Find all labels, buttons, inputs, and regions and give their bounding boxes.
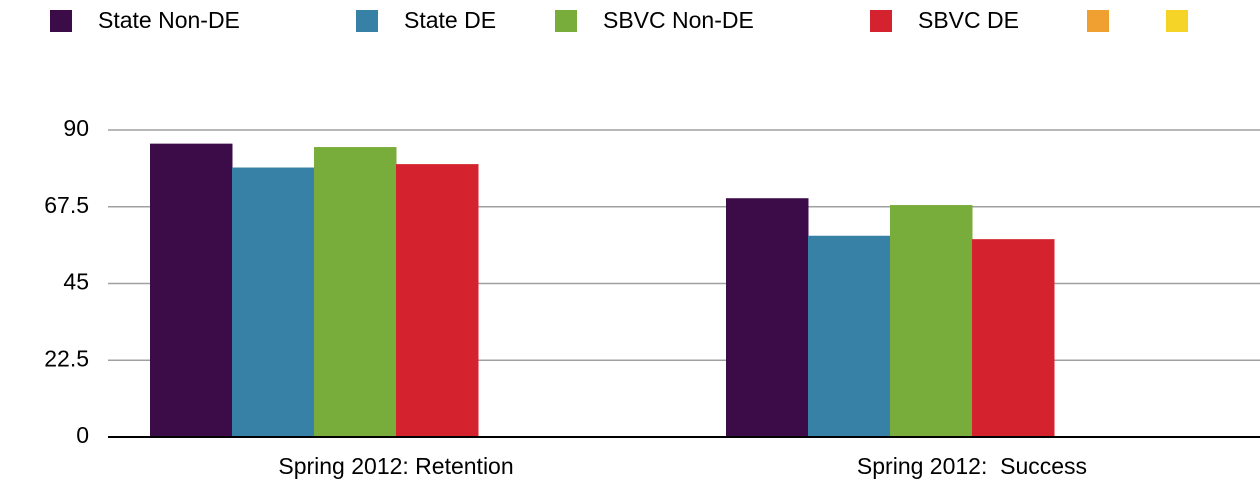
- legend-label: SBVC DE: [918, 7, 1019, 33]
- legend-label: SBVC Non-DE: [603, 7, 754, 33]
- bar: [808, 235, 891, 437]
- y-tick-label: 90: [63, 115, 89, 141]
- legend-swatch: [555, 10, 577, 32]
- y-tick-label: 22.5: [44, 345, 89, 371]
- bar: [150, 143, 233, 437]
- legend-label: State DE: [404, 7, 496, 33]
- x-tick-label: Spring 2012: Success: [857, 453, 1087, 479]
- y-tick-label: 45: [63, 269, 89, 295]
- y-tick-label: 0: [76, 422, 89, 448]
- legend-swatch: [870, 10, 892, 32]
- bar: [314, 147, 397, 438]
- legend-label: State Non-DE: [98, 7, 240, 33]
- y-tick-label: 67.5: [44, 192, 89, 218]
- bar: [232, 167, 315, 437]
- bar: [726, 198, 809, 437]
- legend-swatch: [356, 10, 378, 32]
- legend-swatch: [1087, 10, 1109, 32]
- bar: [396, 164, 479, 437]
- bar: [972, 239, 1055, 437]
- legend-swatch: [1166, 10, 1188, 32]
- x-tick-label: Spring 2012: Retention: [278, 453, 513, 479]
- legend-swatch: [50, 10, 72, 32]
- bar: [890, 205, 973, 437]
